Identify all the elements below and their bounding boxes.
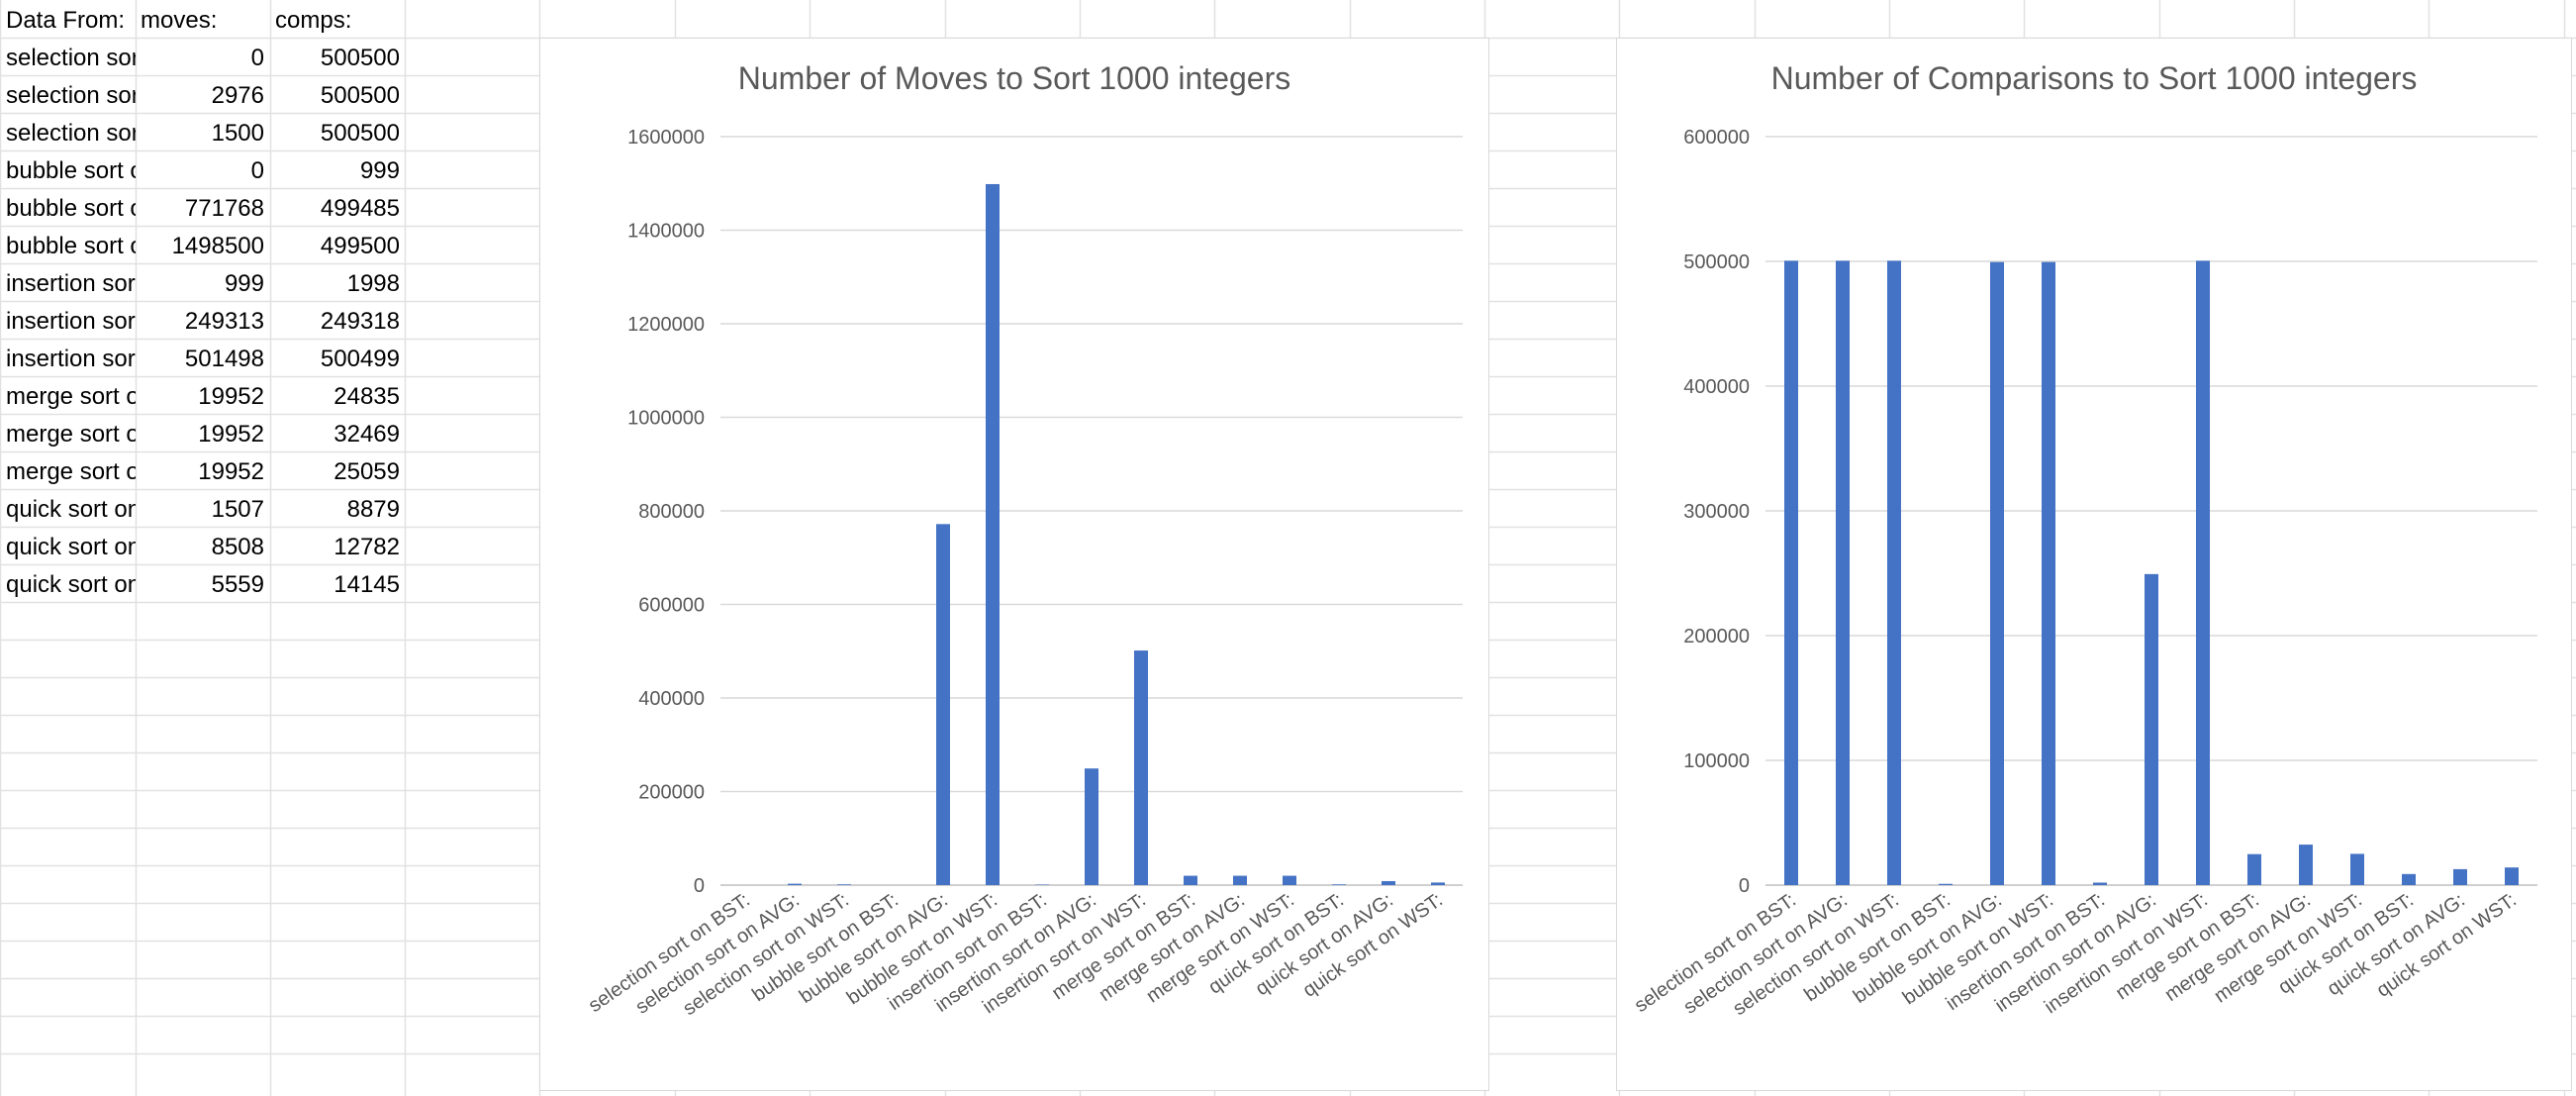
cell-label[interactable]: quick sort on BST: <box>6 496 136 523</box>
cell-comps[interactable]: 500500 <box>320 45 400 71</box>
cell-comps[interactable]: 999 <box>359 157 400 184</box>
y-tick-label: 400000 <box>1683 376 1750 398</box>
cell-moves[interactable]: 771768 <box>184 195 264 222</box>
bar[interactable] <box>2145 573 2158 885</box>
cell-label[interactable]: merge sort on AVG: <box>6 421 136 448</box>
comparisons-chart-plot: 0100000200000300000400000500000600000sel… <box>1631 127 2537 1020</box>
cell-moves[interactable]: 19952 <box>198 383 264 410</box>
header-data-from[interactable]: Data From: <box>6 7 126 34</box>
y-tick-label: 400000 <box>638 688 705 710</box>
cell-moves[interactable]: 0 <box>250 157 264 184</box>
header-moves[interactable]: moves: <box>141 7 218 34</box>
bar[interactable] <box>2042 261 2055 885</box>
cell-moves[interactable]: 1500 <box>211 120 264 147</box>
bar[interactable] <box>2196 260 2210 885</box>
bar[interactable] <box>1431 882 1445 885</box>
cell-moves[interactable]: 1507 <box>211 496 264 523</box>
bar[interactable] <box>1184 875 1197 885</box>
cell-moves[interactable]: 501498 <box>184 346 264 372</box>
cell-label[interactable]: merge sort on BST: <box>6 383 136 410</box>
bar[interactable] <box>2453 868 2467 885</box>
bar[interactable] <box>2402 873 2416 885</box>
bar[interactable] <box>2247 853 2261 885</box>
moves-chart[interactable]: Number of Moves to Sort 1000 integers 0 2… <box>539 38 1489 1091</box>
bar[interactable] <box>2350 853 2364 885</box>
cell-comps[interactable]: 249318 <box>320 308 400 335</box>
cell-moves[interactable]: 0 <box>250 45 264 71</box>
cell-comps[interactable]: 500500 <box>320 120 400 147</box>
cell-comps[interactable]: 24835 <box>334 383 400 410</box>
cell-moves[interactable]: 249313 <box>184 308 264 335</box>
cell-moves[interactable]: 19952 <box>198 421 264 448</box>
cell-label[interactable]: bubble sort on WST: <box>6 233 136 259</box>
cell-comps[interactable]: 8879 <box>346 496 400 523</box>
cell-comps[interactable]: 500500 <box>320 82 400 109</box>
cell-comps[interactable]: 499485 <box>320 195 400 222</box>
cell-comps[interactable]: 32469 <box>334 421 400 448</box>
y-tick-label: 200000 <box>638 782 705 804</box>
y-tick-label: 600000 <box>1683 127 1750 149</box>
cell-label[interactable]: selection sort on AVG: <box>6 82 136 109</box>
y-tick-label: 1400000 <box>627 221 705 243</box>
bar[interactable] <box>1283 875 1296 885</box>
moves-chart-title: Number of Moves to Sort 1000 integers <box>737 60 1291 96</box>
bar[interactable] <box>1382 880 1395 885</box>
y-tick-label: 800000 <box>638 501 705 523</box>
bar[interactable] <box>1990 261 2004 885</box>
cell-comps[interactable]: 500499 <box>320 346 400 372</box>
cell-label[interactable]: bubble sort on BST: <box>6 157 136 184</box>
y-tick-label: 200000 <box>1683 626 1750 648</box>
cell-label[interactable]: merge sort on WST: <box>6 458 136 485</box>
cell-moves[interactable]: 5559 <box>211 571 264 598</box>
bar[interactable] <box>2093 882 2107 885</box>
cell-label[interactable]: quick sort on AVG: <box>6 534 136 560</box>
y-tick-label: 0 <box>694 875 705 897</box>
bar[interactable] <box>1887 260 1901 885</box>
comparisons-chart[interactable]: Number of Comparisons to Sort 1000 integ… <box>1616 38 2572 1091</box>
cell-moves[interactable]: 1498500 <box>171 233 264 259</box>
bar[interactable] <box>1939 883 1953 885</box>
cell-moves[interactable]: 999 <box>224 270 264 297</box>
cell-moves[interactable]: 19952 <box>198 458 264 485</box>
cell-comps[interactable]: 12782 <box>334 534 400 560</box>
cell-comps[interactable]: 499500 <box>320 233 400 259</box>
cell-label[interactable]: selection sort on WST: <box>6 120 136 147</box>
bar[interactable] <box>1332 884 1346 885</box>
bar[interactable] <box>1233 875 1247 885</box>
bar[interactable] <box>1085 768 1098 885</box>
cell-label[interactable]: quick sort on WST: <box>6 571 136 598</box>
cell-comps[interactable]: 14145 <box>334 571 400 598</box>
bar[interactable] <box>2505 867 2519 885</box>
bar[interactable] <box>1784 260 1798 885</box>
cell-label[interactable]: bubble sort on AVG: <box>6 195 136 222</box>
cell-label[interactable]: insertion sort on WST: <box>6 346 136 372</box>
y-tick-label: 1200000 <box>627 314 705 336</box>
bar[interactable] <box>986 183 1000 886</box>
cell-label[interactable]: insertion sort on AVG: <box>6 308 136 335</box>
y-tick-label: 300000 <box>1683 501 1750 523</box>
y-tick-label: 0 <box>1739 875 1750 897</box>
y-tick-label: 600000 <box>638 595 705 617</box>
bar[interactable] <box>1836 260 1850 885</box>
header-comps[interactable]: comps: <box>275 7 352 34</box>
bar[interactable] <box>837 884 851 885</box>
bar[interactable] <box>936 524 950 885</box>
cell-moves[interactable]: 8508 <box>211 534 264 560</box>
cell-moves[interactable]: 2976 <box>211 82 264 109</box>
cell-label[interactable]: selection sort on BST: <box>6 45 136 71</box>
bar[interactable] <box>1134 650 1148 885</box>
cell-comps[interactable]: 25059 <box>334 458 400 485</box>
bar[interactable] <box>788 883 802 885</box>
comparisons-chart-title: Number of Comparisons to Sort 1000 integ… <box>1770 60 2418 96</box>
moves-chart-plot: 0 200000 400000 600000 800000 1000000 1200000 1… <box>585 127 1463 1020</box>
y-tick-label: 1000000 <box>627 408 705 430</box>
y-tick-label: 100000 <box>1683 750 1750 772</box>
bar[interactable] <box>2299 845 2313 885</box>
y-tick-label: 1600000 <box>627 127 705 149</box>
cell-label[interactable]: insertion sort on BST: <box>6 270 136 297</box>
cell-comps[interactable]: 1998 <box>346 270 400 297</box>
y-tick-label: 500000 <box>1683 251 1750 273</box>
